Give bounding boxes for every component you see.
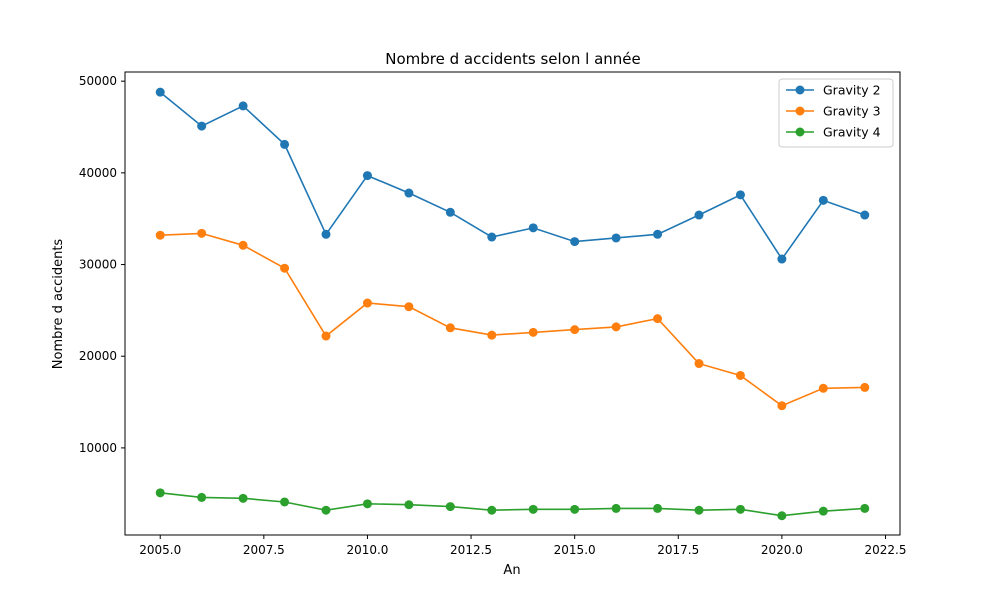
data-point bbox=[694, 505, 704, 515]
x-tick-label: 2015.0 bbox=[554, 543, 596, 557]
data-point bbox=[404, 302, 414, 312]
data-point bbox=[611, 322, 621, 332]
x-tick-label: 2012.5 bbox=[450, 543, 492, 557]
legend-label: Gravity 4 bbox=[823, 125, 881, 140]
data-point bbox=[777, 511, 787, 521]
data-point bbox=[487, 232, 497, 242]
x-axis-label: An bbox=[503, 563, 520, 578]
data-point bbox=[611, 233, 621, 243]
axes: 2005.0 2007.5 2010.0 2012.5 2015.0 2017.5 2020… bbox=[79, 71, 906, 557]
data-point bbox=[735, 190, 745, 200]
data-point bbox=[445, 502, 455, 512]
y-tick-label: 10000 bbox=[79, 441, 117, 455]
data-point bbox=[238, 240, 248, 250]
data-point bbox=[197, 492, 207, 502]
legend-box bbox=[778, 78, 894, 148]
data-point bbox=[404, 188, 414, 198]
data-point bbox=[197, 121, 207, 131]
data-point bbox=[528, 327, 538, 337]
x-tick-label: 2005.0 bbox=[139, 543, 181, 557]
data-point bbox=[280, 497, 290, 507]
data-point bbox=[653, 314, 663, 324]
y-tick-label: 30000 bbox=[79, 258, 117, 272]
data-point bbox=[487, 330, 497, 340]
x-tick-label: 2017.5 bbox=[657, 543, 699, 557]
x-tick-label: 2022.5 bbox=[864, 543, 906, 557]
data-point bbox=[528, 504, 538, 514]
data-point bbox=[321, 331, 331, 341]
data-point bbox=[611, 503, 621, 513]
data-point bbox=[860, 210, 870, 220]
x-tick-label: 2020.0 bbox=[761, 543, 803, 557]
legend-marker bbox=[795, 106, 805, 116]
data-point bbox=[487, 505, 497, 515]
data-point bbox=[445, 323, 455, 333]
data-point bbox=[238, 493, 248, 503]
data-point bbox=[860, 503, 870, 513]
data-point bbox=[694, 359, 704, 369]
data-point bbox=[238, 101, 248, 111]
x-tick-label: 2010.0 bbox=[346, 543, 388, 557]
data-point bbox=[570, 237, 580, 247]
series-line-3 bbox=[160, 492, 865, 517]
data-point bbox=[860, 382, 870, 392]
data-point bbox=[404, 500, 414, 510]
data-point bbox=[777, 401, 787, 411]
chart-title: Nombre d accidents selon l année bbox=[385, 50, 641, 68]
data-point bbox=[362, 499, 372, 509]
data-point bbox=[362, 171, 372, 181]
data-point bbox=[155, 87, 165, 97]
data-point bbox=[362, 298, 372, 308]
legend-marker bbox=[795, 85, 805, 95]
data-point bbox=[653, 503, 663, 513]
legend-label: Gravity 2 bbox=[823, 83, 881, 98]
data-point bbox=[528, 223, 538, 233]
data-point bbox=[570, 504, 580, 514]
legend-label: Gravity 3 bbox=[823, 104, 881, 119]
data-point bbox=[818, 195, 828, 205]
data-point bbox=[570, 325, 580, 335]
data-point bbox=[280, 139, 290, 149]
data-point bbox=[321, 229, 331, 239]
data-point bbox=[818, 383, 828, 393]
data-point bbox=[653, 229, 663, 239]
y-axis-label: Nombre d accidents bbox=[51, 239, 66, 370]
data-point bbox=[735, 504, 745, 514]
y-tick-label: 20000 bbox=[79, 349, 117, 363]
data-point bbox=[197, 228, 207, 238]
data-point bbox=[445, 207, 455, 217]
data-point bbox=[155, 488, 165, 498]
legend: Gravity 2 Gravity 3 Gravity 4 bbox=[778, 78, 894, 148]
x-tick-label: 2007.5 bbox=[243, 543, 285, 557]
series-line-2 bbox=[160, 232, 865, 407]
data-point bbox=[777, 254, 787, 264]
plot-frame bbox=[124, 71, 901, 536]
series-line-1 bbox=[159, 91, 866, 261]
data-point bbox=[735, 370, 745, 380]
data-point bbox=[818, 506, 828, 516]
y-tick-label: 50000 bbox=[79, 74, 117, 88]
data-point bbox=[155, 230, 165, 240]
plot-area bbox=[155, 87, 870, 521]
data-point bbox=[321, 505, 331, 515]
y-tick-label: 40000 bbox=[79, 166, 117, 180]
legend-marker bbox=[795, 127, 805, 137]
data-point bbox=[694, 210, 704, 220]
data-point bbox=[280, 263, 290, 273]
